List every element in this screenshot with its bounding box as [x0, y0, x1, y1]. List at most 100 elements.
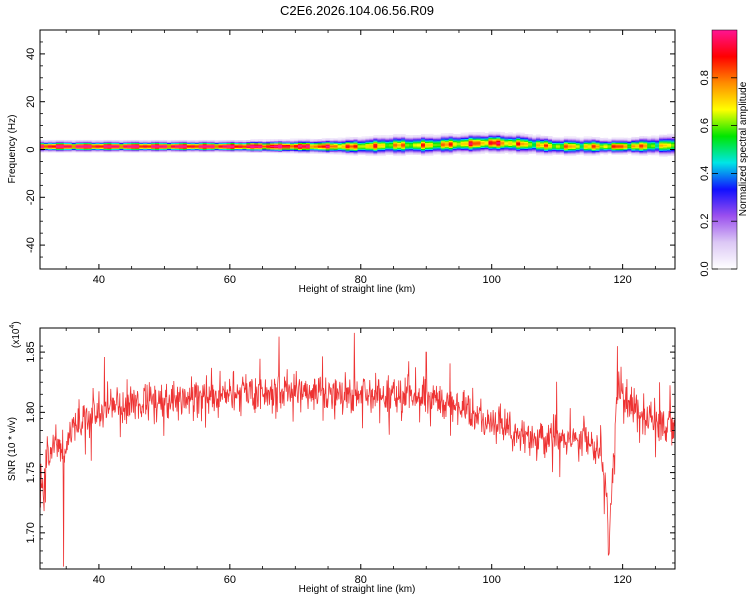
spectrogram-cell: [492, 147, 498, 149]
spectrogram-cell: [357, 138, 363, 141]
spectrogram-cell: [377, 139, 382, 142]
spectrogram-cells: [40, 131, 675, 157]
spectrogram-cell: [639, 137, 644, 140]
snr-panel: 40 60 80 100 120 1.701.751.801.85 Height of …: [7, 321, 676, 595]
spectrogram-cell: [567, 136, 573, 139]
spectrogram-cell: [341, 138, 347, 141]
spectrogram-cell: [135, 143, 140, 146]
spectrogram-cell: [119, 148, 124, 151]
spectrogram-cell: [51, 150, 57, 153]
spectrogram-cell: [226, 139, 232, 142]
spectrogram-cell: [274, 145, 279, 148]
spectrogram-cell: [651, 143, 656, 146]
spectrogram-cell: [218, 142, 224, 145]
spectrogram-cell: [123, 139, 128, 142]
spectrogram-cell: [536, 134, 541, 137]
spectrogram-cell: [282, 151, 287, 154]
spectrogram-cell: [444, 153, 450, 156]
spectrogram-cell: [659, 150, 664, 152]
spectrogram-cell: [635, 143, 640, 145]
spectrogram-cell: [174, 150, 180, 153]
spectrogram-cell: [401, 144, 406, 147]
spectrogram-cell: [428, 148, 434, 150]
spectrogram-cell: [325, 140, 331, 143]
spectrogram-cell: [516, 138, 521, 141]
spectrogram-cell: [540, 150, 545, 152]
spectrogram-cell: [143, 139, 148, 142]
spectrogram-cell: [627, 141, 632, 144]
spectrogram-cell: [365, 154, 371, 157]
spectrogram-cell: [393, 154, 398, 157]
spectrogram-cell: [234, 144, 240, 147]
spectrogram-cell: [492, 151, 498, 154]
spectrogram-cell: [643, 138, 648, 141]
spectrogram-cell: [417, 147, 422, 149]
spectrogram-cell: [123, 149, 128, 152]
spectrogram-cell: [532, 140, 537, 143]
spectrogram-cell: [95, 144, 101, 147]
spectrogram-cell: [540, 144, 545, 146]
spectrogram-cell: [663, 137, 668, 139]
spectrogram-cell: [440, 138, 446, 140]
spectrogram-cell: [484, 134, 490, 136]
spectrogram-cell: [389, 147, 394, 149]
spectrogram-cell: [274, 148, 279, 151]
spectrogram-cell: [544, 140, 549, 143]
spectrogram-cell: [492, 135, 498, 138]
spectrogram-cell: [274, 147, 279, 150]
spectrogram-cell: [548, 146, 553, 149]
spectrogram-cell: [528, 136, 533, 139]
spectrogram-cell: [631, 136, 636, 139]
spectrogram-cell: [424, 143, 430, 146]
colorbar-tick-label: 0.8: [699, 70, 711, 85]
spectrogram-cell: [353, 153, 359, 156]
spectrogram-cell: [413, 138, 418, 141]
spectrogram-cell: [432, 151, 438, 154]
spectrogram-cell: [663, 146, 668, 149]
spectrogram-cell: [155, 147, 160, 149]
spectrogram-cell: [496, 136, 501, 139]
spectrogram-cell: [651, 140, 656, 143]
spectrogram-cell: [655, 138, 660, 140]
spectrogram-cell: [222, 147, 228, 149]
spectrogram-cell: [555, 144, 561, 147]
spectrogram-cell: [127, 141, 132, 143]
spectrogram-cell: [635, 139, 640, 142]
spectrogram-cell: [619, 151, 625, 154]
spectrogram-cell: [194, 150, 200, 153]
spectrogram-cell: [551, 144, 557, 147]
spectrogram-cell: [309, 148, 315, 151]
spectrogram-cell: [421, 150, 426, 153]
spectrogram-cell: [139, 149, 144, 152]
spectrogram-cell: [532, 135, 537, 138]
spectrogram-cell: [115, 139, 120, 142]
spectrogram-cell: [385, 149, 390, 152]
spectrogram-cell: [480, 134, 486, 137]
spectrogram-cell: [532, 151, 537, 153]
spectrogram-cell: [508, 138, 513, 141]
spectrogram-cell: [508, 146, 513, 149]
spectrogram-cell: [623, 141, 628, 144]
spectrogram-cell: [504, 134, 509, 137]
spectrogram-cell: [353, 139, 359, 142]
spectrogram-cell: [444, 146, 450, 149]
spectrogram-cell: [170, 142, 176, 145]
spectrogram-cell: [532, 147, 537, 150]
spectrogram-cell: [91, 145, 97, 148]
spectrogram-cell: [194, 145, 200, 148]
spectrogram-cell: [659, 138, 664, 141]
spectrogram-cell: [615, 147, 621, 149]
spectrogram-cell: [151, 144, 156, 147]
spectrogram-cell: [115, 145, 120, 148]
spectrogram-cell: [599, 149, 605, 152]
colorbar-tick-label: 0.6: [699, 118, 711, 133]
spectrogram-cell: [575, 139, 581, 142]
spectrogram-cell: [87, 144, 93, 147]
spectrogram-cell: [278, 144, 283, 147]
spectrogram-cell: [579, 148, 585, 151]
spectrogram-cell: [103, 150, 109, 153]
spectrogram-cell: [536, 146, 541, 149]
spectrogram-cell: [595, 145, 601, 148]
spectrogram-cell: [575, 150, 581, 153]
spectrogram-cell: [421, 147, 426, 149]
